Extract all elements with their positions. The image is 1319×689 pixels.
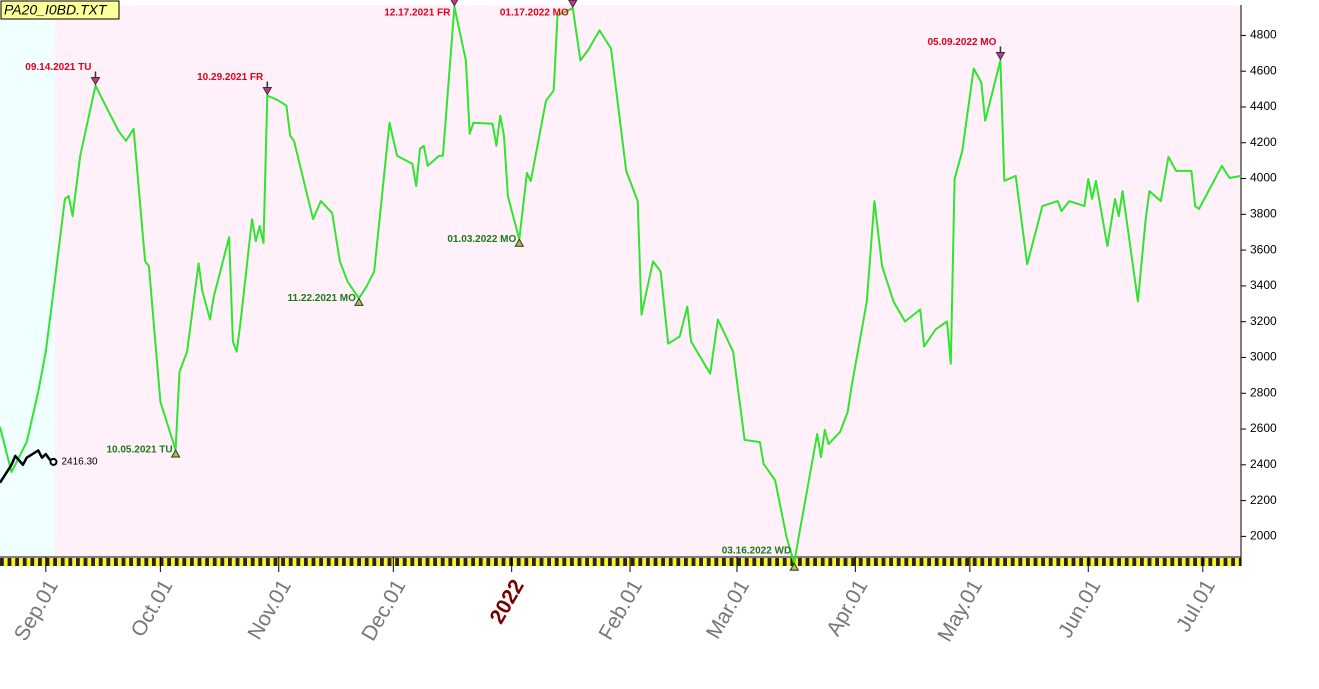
plot-layer: 2416.30 09.14.2021 TU 10.29.2021 FR 12.17.2… — [0, 0, 1242, 571]
y-tick-label: 4800 — [1250, 28, 1277, 42]
high-label: 01.17.2022 MO — [500, 8, 569, 19]
y-tick-label: 3800 — [1250, 207, 1277, 221]
x-tick-label: Dec.01 — [357, 576, 410, 645]
low-marker — [514, 238, 525, 247]
title-box — [0, 0, 120, 20]
high-label: 10.29.2021 FR — [197, 72, 264, 83]
y-tick-label: 4200 — [1250, 135, 1277, 149]
y-tick-label: 2400 — [1250, 457, 1277, 471]
last-point — [49, 457, 58, 466]
day-strip — [0, 558, 1241, 566]
high-label: 05.09.2022 MO — [927, 37, 996, 48]
chart-title: PA20_I0BD.TXT — [4, 2, 108, 18]
high-marker — [568, 0, 578, 9]
value-label: 2416.30 — [61, 457, 98, 468]
x-tick-label: Apr.01 — [822, 576, 872, 640]
x-tick-label: Mar.01 — [702, 576, 754, 643]
high-label: 12.17.2021 FR — [384, 8, 451, 19]
series-line — [0, 449, 55, 484]
y-tick-label: 3600 — [1250, 242, 1277, 256]
y-tick-label: 4400 — [1250, 99, 1277, 113]
x-tick-label: Oct.01 — [127, 576, 178, 641]
x-tick-label: Feb.01 — [595, 576, 648, 644]
y-tick-label: 2000 — [1250, 529, 1277, 543]
low-label: 03.16.2022 WD — [722, 546, 792, 557]
history-zone — [0, 5, 55, 557]
y-tick-label: 2600 — [1250, 421, 1277, 435]
high-marker — [262, 87, 273, 96]
x-tick-label: Sep.01 — [10, 576, 63, 645]
low-label: 01.03.2022 MO — [447, 234, 516, 245]
x-tick-label: 2022 — [486, 576, 529, 628]
x-tick-label: Nov.01 — [243, 576, 295, 644]
y-tick-label: 2800 — [1250, 385, 1277, 399]
low-marker — [789, 562, 800, 571]
x-tick-label: Jul.01 — [1172, 576, 1220, 636]
low-label: 11.22.2021 MO — [288, 293, 357, 304]
low-marker — [354, 297, 364, 306]
y-tick-label: 2200 — [1250, 493, 1277, 507]
y-tick-label: 4000 — [1250, 171, 1277, 185]
high-label: 09.14.2021 TU — [25, 62, 91, 73]
y-tick-label: 3200 — [1250, 314, 1277, 328]
series-line — [0, 5, 1242, 565]
y-tick-label: 3000 — [1250, 350, 1277, 364]
high-marker — [90, 77, 101, 86]
y-tick-label: 3400 — [1250, 278, 1277, 292]
high-marker — [995, 51, 1006, 61]
low-label: 10.05.2021 TU — [106, 445, 172, 456]
high-marker — [450, 0, 459, 7]
low-marker — [170, 448, 181, 458]
y-tick-label: 4600 — [1250, 63, 1277, 77]
x-tick-label: May.01 — [933, 576, 987, 646]
x-tick-label: Jun.01 — [1054, 576, 1105, 642]
